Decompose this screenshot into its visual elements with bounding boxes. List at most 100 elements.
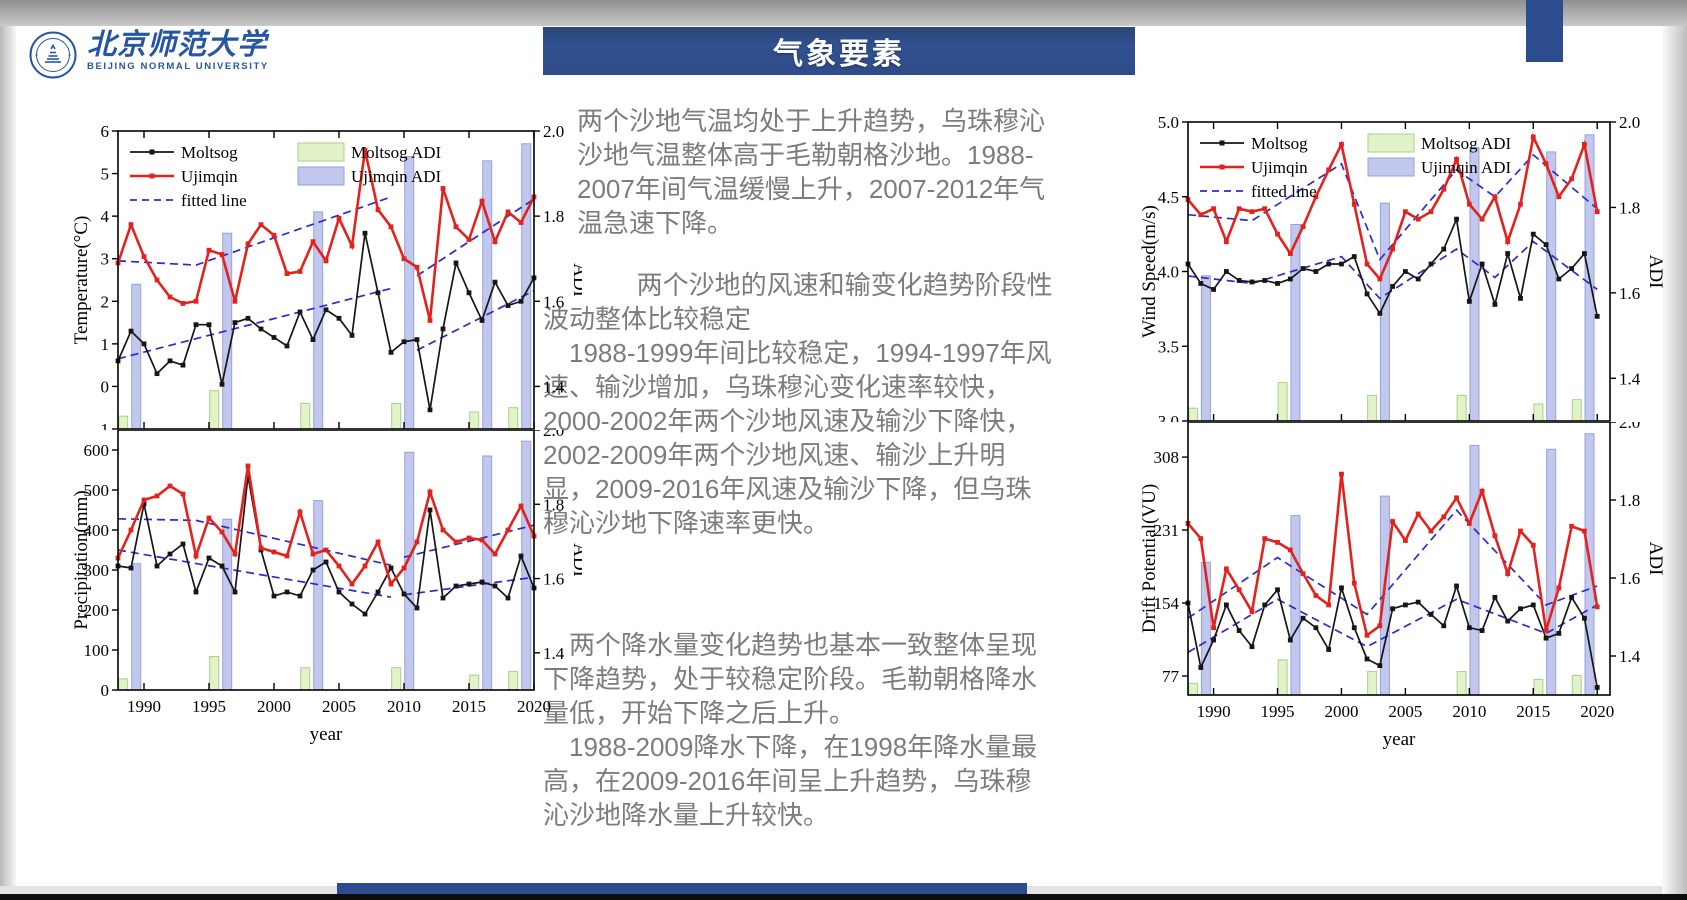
precipitation-fitted-line bbox=[403, 524, 535, 559]
precipitation-series-ujimqin bbox=[115, 463, 537, 587]
svg-text:308: 308 bbox=[1154, 448, 1180, 467]
svg-text:5.0: 5.0 bbox=[1158, 116, 1179, 132]
text-block-wind: 两个沙地的风速和输变化趋势阶段性波动整体比较稳定 1988-1999年间比较稳定… bbox=[543, 268, 1055, 540]
temperature-chart: -1 0 1 2 3 4 5 6 1.4 1.6 1.8 2.0 Temperature(°C) ADI M… bbox=[71, 126, 582, 430]
svg-text:Moltsog ADI: Moltsog ADI bbox=[1421, 134, 1512, 153]
drift_potential-series-ujimqin bbox=[1185, 471, 1600, 638]
precipitation-fitted-line bbox=[117, 517, 392, 567]
ujimqin-adi-bar bbox=[521, 440, 532, 691]
temperature-series-ujimqin bbox=[115, 147, 537, 323]
moltsog-adi-bar bbox=[300, 402, 311, 430]
svg-text:400: 400 bbox=[84, 521, 110, 540]
ujimqin-adi-bar bbox=[1469, 444, 1480, 696]
svg-text:2.0: 2.0 bbox=[543, 430, 564, 440]
paragraph: 1988-1999年间比较稳定，1994-1997年风速、输沙增加，乌珠穆沁变化… bbox=[543, 338, 1052, 538]
moltsog-adi-bar bbox=[209, 390, 220, 430]
adi-bars bbox=[118, 440, 532, 691]
svg-text:ADI: ADI bbox=[1645, 542, 1666, 576]
svg-text:1.8: 1.8 bbox=[543, 495, 564, 514]
adi-bars bbox=[118, 143, 532, 430]
moltsog-adi-bar bbox=[1533, 678, 1544, 696]
moltsog-adi-bar bbox=[391, 402, 402, 430]
drift-potential-chart: 77 154 231 308 1.4 1.6 1.8 2.0 1990 1995 2000 2005 2… bbox=[1139, 422, 1666, 750]
svg-text:2.0: 2.0 bbox=[1619, 422, 1640, 432]
svg-text:1.8: 1.8 bbox=[543, 207, 564, 226]
moltsog-adi-bar bbox=[469, 674, 480, 691]
corner-accent-bar bbox=[1526, 0, 1563, 62]
precipitation-series-moltsog bbox=[115, 473, 537, 617]
moltsog-adi-bar bbox=[469, 411, 480, 430]
moltsog-adi-bar bbox=[1367, 671, 1378, 696]
svg-text:1: 1 bbox=[101, 335, 110, 354]
moltsog-adi-bar bbox=[1277, 382, 1288, 422]
ujimqin-adi-bar bbox=[482, 455, 493, 691]
svg-text:Moltsog: Moltsog bbox=[1251, 134, 1308, 153]
svg-text:Drift Potential(VU): Drift Potential(VU) bbox=[1139, 484, 1160, 633]
svg-text:1995: 1995 bbox=[1261, 702, 1295, 721]
ujimqin-adi-bar bbox=[1290, 515, 1301, 696]
svg-text:1.6: 1.6 bbox=[1619, 569, 1640, 588]
paragraph: 两个降水量变化趋势也基本一致整体呈现下降趋势，处于较稳定阶段。毛勒朝格降水量低，… bbox=[543, 630, 1038, 728]
svg-text:200: 200 bbox=[84, 601, 110, 620]
moltsog-adi-bar bbox=[1533, 403, 1544, 422]
svg-text:2.0: 2.0 bbox=[543, 126, 564, 141]
svg-text:77: 77 bbox=[1162, 667, 1180, 686]
wind_speed-series-moltsog bbox=[1185, 216, 1600, 319]
svg-text:year: year bbox=[1383, 729, 1416, 750]
svg-text:300: 300 bbox=[84, 561, 110, 580]
bottom-accent-bar bbox=[337, 883, 1027, 895]
university-logo: 北京师范大学 BEIJING NORMAL UNIVERSITY bbox=[28, 30, 269, 80]
ujimqin-adi-bar bbox=[131, 563, 142, 691]
ujimqin-adi-bar bbox=[1200, 275, 1211, 422]
ujimqin-adi-bar bbox=[131, 283, 142, 430]
svg-text:3: 3 bbox=[101, 250, 110, 269]
svg-text:Temperature(°C): Temperature(°C) bbox=[71, 216, 92, 345]
svg-text:0: 0 bbox=[101, 377, 110, 396]
svg-text:-1: -1 bbox=[95, 420, 109, 430]
adi-bars bbox=[1188, 433, 1595, 696]
svg-text:1.4: 1.4 bbox=[543, 377, 565, 396]
bottom-strip bbox=[0, 894, 1687, 900]
slide-left-edge bbox=[0, 26, 16, 886]
svg-text:2020: 2020 bbox=[1580, 702, 1614, 721]
temperature-fitted-line bbox=[416, 289, 535, 352]
svg-text:ADI: ADI bbox=[569, 263, 582, 297]
chart-legend: Moltsog Ujimqin fitted line Moltsog ADI Ujim… bbox=[130, 142, 442, 210]
moltsog-adi-bar bbox=[1367, 394, 1378, 422]
drift_potential-series-moltsog bbox=[1185, 583, 1600, 690]
svg-text:2000: 2000 bbox=[1324, 702, 1358, 721]
svg-text:1995: 1995 bbox=[192, 697, 226, 716]
paragraph: 1988-2009降水下降，在1998年降水量最高，在2009-2016年间呈上… bbox=[543, 732, 1038, 830]
svg-text:1990: 1990 bbox=[1197, 702, 1231, 721]
svg-text:2005: 2005 bbox=[322, 697, 356, 716]
svg-text:1990: 1990 bbox=[127, 697, 161, 716]
ujimqin-adi-bar bbox=[404, 156, 415, 430]
university-name-cn: 北京师范大学 bbox=[87, 29, 268, 61]
svg-text:100: 100 bbox=[84, 641, 110, 660]
svg-text:ADI: ADI bbox=[1645, 255, 1666, 289]
moltsog-adi-bar bbox=[1277, 659, 1288, 696]
temperature-fitted-line bbox=[117, 196, 392, 266]
window-top-strip bbox=[0, 0, 1687, 26]
text-block-temperature: 两个沙地气温均处于上升趋势，乌珠穆沁沙地气温整体高于毛勒朝格沙地。1988-20… bbox=[543, 104, 1055, 240]
svg-text:2005: 2005 bbox=[1388, 702, 1422, 721]
svg-text:Moltsog: Moltsog bbox=[181, 143, 238, 162]
svg-text:Moltsog ADI: Moltsog ADI bbox=[351, 143, 442, 162]
moltsog-adi-bar bbox=[209, 656, 220, 691]
moltsog-adi-bar bbox=[1571, 399, 1582, 422]
svg-text:6: 6 bbox=[101, 126, 110, 141]
moltsog-adi-bar bbox=[1571, 675, 1582, 696]
moltsog-adi-bar bbox=[1456, 671, 1467, 696]
adi-bars bbox=[1188, 134, 1595, 422]
ujimqin-adi-bar bbox=[404, 451, 415, 691]
svg-text:1.6: 1.6 bbox=[1619, 284, 1640, 303]
slide-right-edge bbox=[1662, 26, 1687, 900]
moltsog-adi-bar bbox=[508, 407, 519, 430]
svg-text:4.0: 4.0 bbox=[1158, 263, 1179, 282]
svg-text:3.5: 3.5 bbox=[1158, 337, 1179, 356]
ujimqin-adi-bar bbox=[313, 500, 324, 691]
svg-text:fitted line: fitted line bbox=[181, 191, 247, 210]
svg-text:2015: 2015 bbox=[452, 697, 486, 716]
moltsog-adi-bar bbox=[118, 678, 129, 691]
svg-text:1.8: 1.8 bbox=[1619, 198, 1640, 217]
